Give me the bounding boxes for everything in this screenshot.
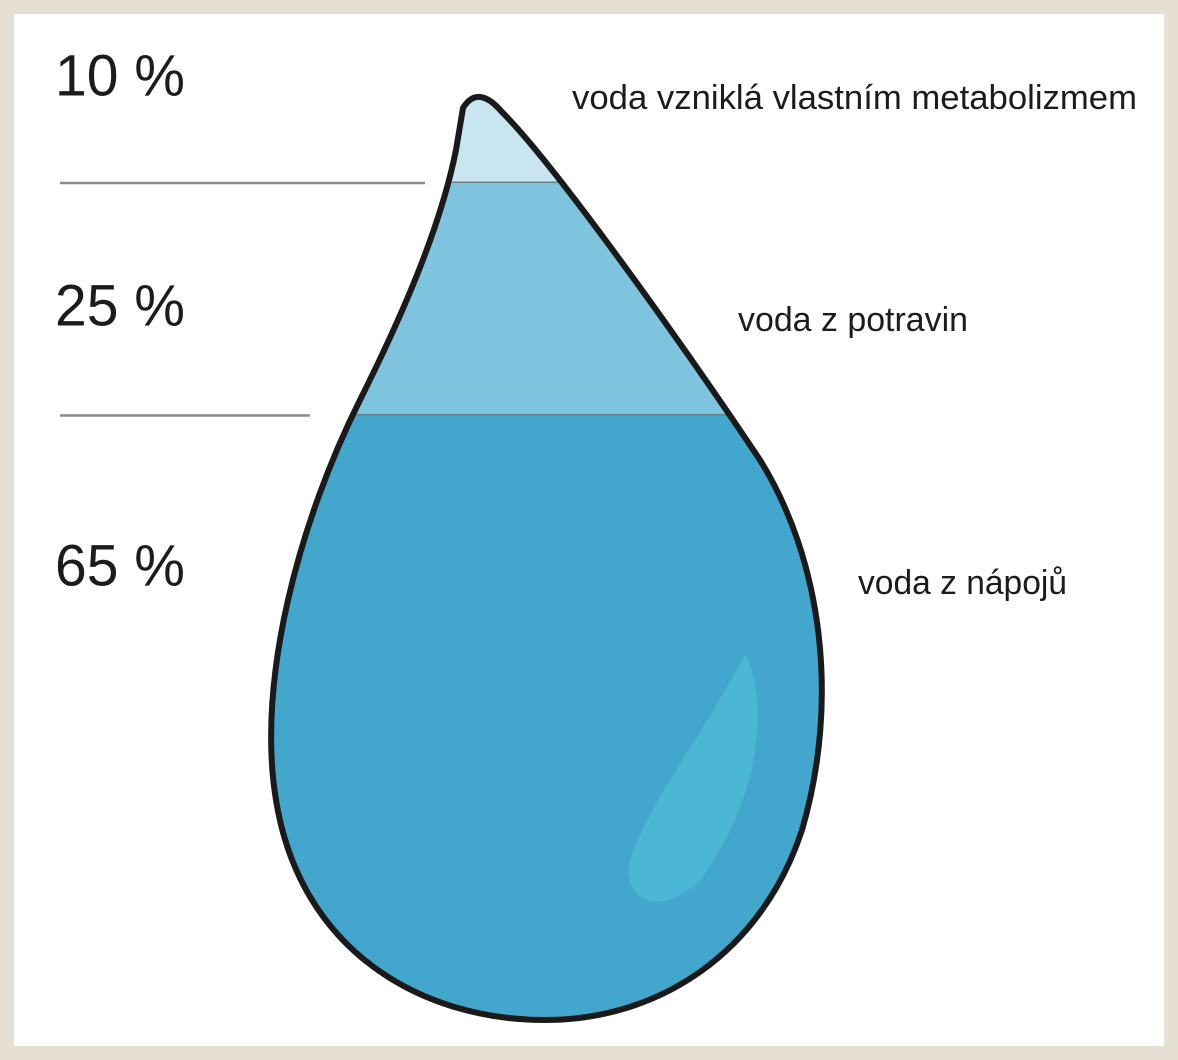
- category-label: voda vzniklá vlastním metabolizmem: [572, 79, 1137, 117]
- category-label: voda z potravin: [738, 301, 968, 339]
- category-label: voda z nápojů: [858, 564, 1067, 602]
- percent-label: 10 %: [55, 43, 185, 108]
- highlight: [628, 655, 758, 902]
- percent-label: 25 %: [55, 273, 185, 338]
- drop-outline: [268, 94, 825, 1023]
- percent-label: 65 %: [55, 533, 185, 598]
